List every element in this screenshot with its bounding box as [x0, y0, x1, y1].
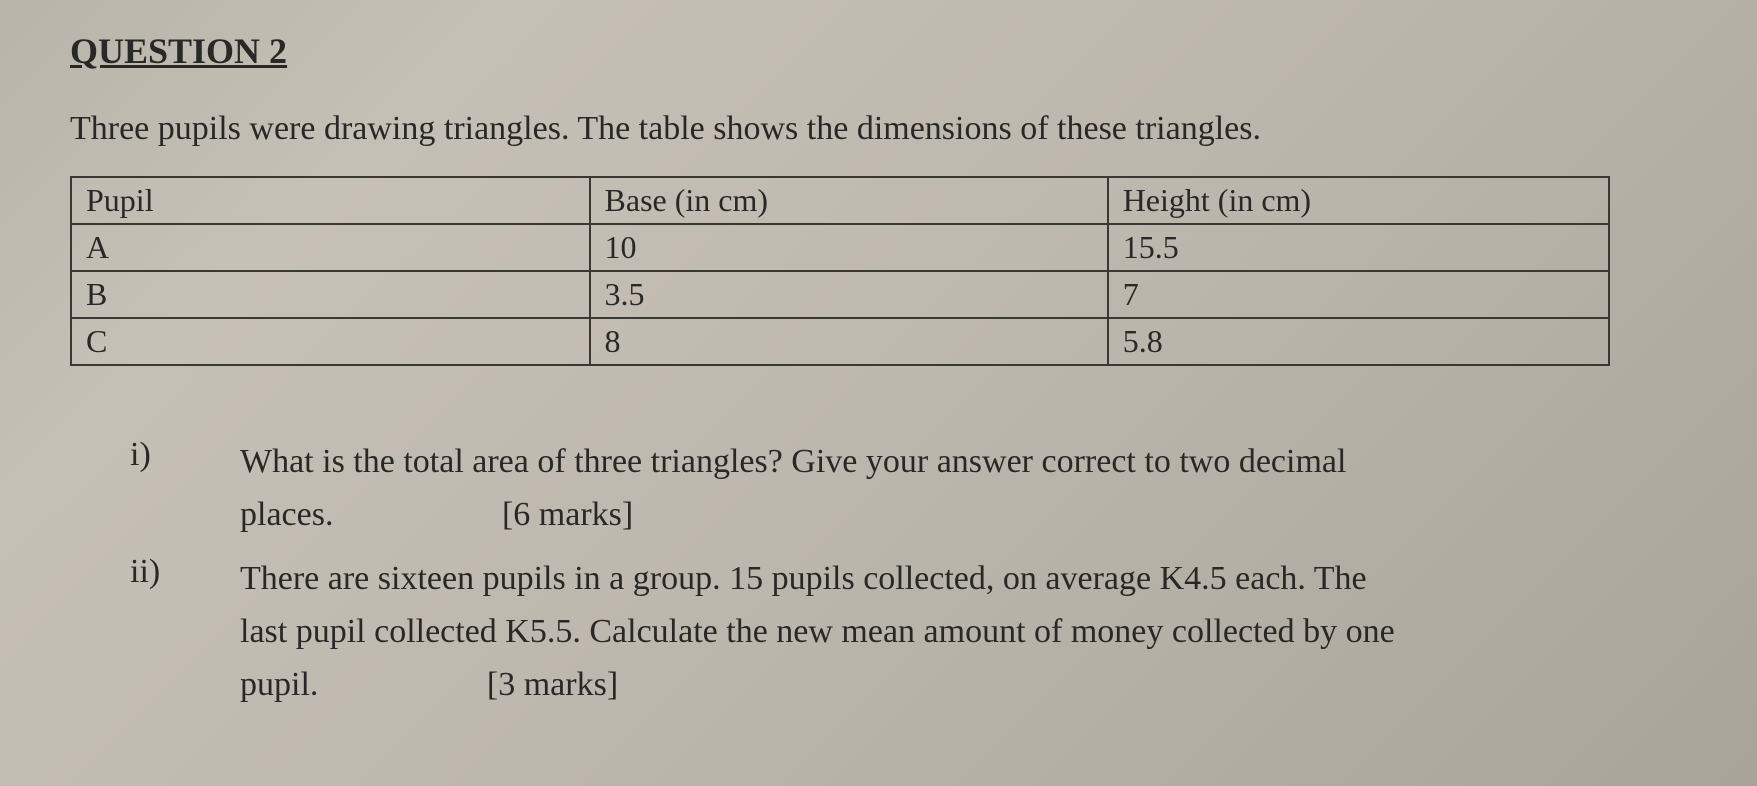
- subpart-marks: [6 marks]: [502, 489, 633, 542]
- table-header-row: Pupil Base (in cm) Height (in cm): [71, 177, 1609, 224]
- cell-height: 15.5: [1108, 224, 1609, 271]
- cell-pupil: C: [71, 318, 590, 365]
- cell-height: 5.8: [1108, 318, 1609, 365]
- cell-pupil: A: [71, 224, 590, 271]
- subpart-text-line: What is the total area of three triangle…: [240, 443, 1346, 480]
- subpart-text-line: pupil.: [240, 666, 318, 703]
- subpart-label: i): [70, 436, 240, 541]
- subpart-label: ii): [70, 553, 240, 711]
- subpart-i: i) What is the total area of three trian…: [70, 436, 1697, 541]
- col-header-pupil: Pupil: [71, 177, 590, 224]
- subpart-text-line: places.: [240, 496, 333, 533]
- question-heading: QUESTION 2: [70, 30, 1697, 72]
- cell-base: 8: [590, 318, 1108, 365]
- question-page: QUESTION 2 Three pupils were drawing tri…: [0, 0, 1757, 786]
- table-row: B 3.5 7: [71, 271, 1609, 318]
- subpart-body: What is the total area of three triangle…: [240, 436, 1697, 541]
- table-row: C 8 5.8: [71, 318, 1609, 365]
- cell-base: 10: [590, 224, 1108, 271]
- dimensions-table: Pupil Base (in cm) Height (in cm) A 10 1…: [70, 176, 1610, 366]
- subparts: i) What is the total area of three trian…: [70, 436, 1697, 711]
- col-header-height: Height (in cm): [1108, 177, 1609, 224]
- cell-height: 7: [1108, 271, 1609, 318]
- cell-pupil: B: [71, 271, 590, 318]
- subpart-text-line: last pupil collected K5.5. Calculate the…: [240, 613, 1395, 650]
- subpart-text-line: There are sixteen pupils in a group. 15 …: [240, 560, 1367, 597]
- subpart-body: There are sixteen pupils in a group. 15 …: [240, 553, 1697, 711]
- subpart-ii: ii) There are sixteen pupils in a group.…: [70, 553, 1697, 711]
- table-row: A 10 15.5: [71, 224, 1609, 271]
- question-prompt: Three pupils were drawing triangles. The…: [70, 110, 1697, 148]
- subpart-marks: [3 marks]: [487, 659, 618, 712]
- col-header-base: Base (in cm): [590, 177, 1108, 224]
- cell-base: 3.5: [590, 271, 1108, 318]
